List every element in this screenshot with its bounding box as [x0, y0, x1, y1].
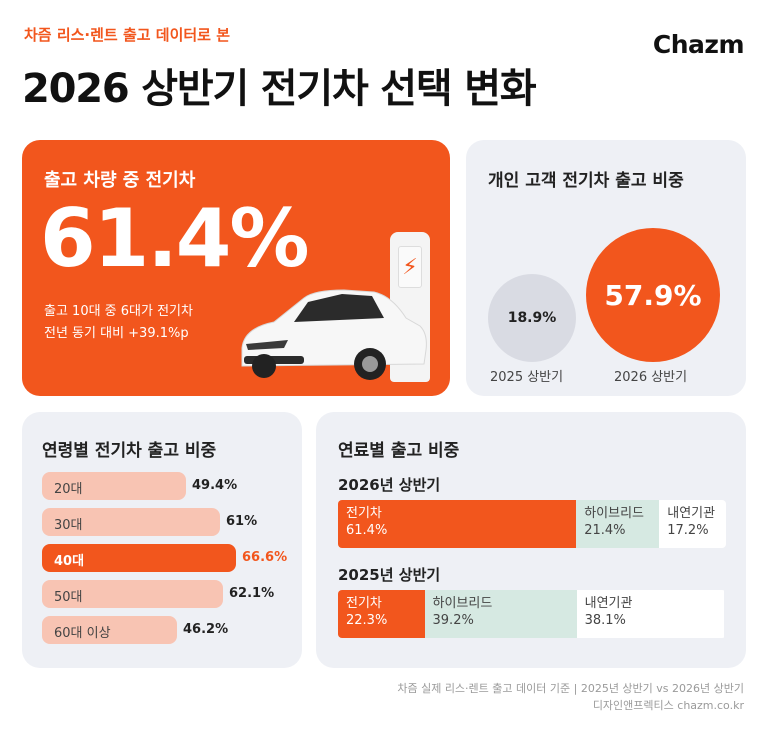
- ev-share-value: 61.4%: [40, 192, 310, 285]
- fuel-share-card: 연료별 출고 비중 2026년 상반기 전기차 61.4% 하이브리드 21.4% 내연…: [316, 412, 746, 668]
- bubble-2025: 18.9%: [488, 274, 576, 362]
- age-row-value: 61%: [226, 514, 258, 529]
- year-2026-label: 2026년 상반기: [338, 476, 441, 494]
- ev-yoy-note: 전년 동기 대비 +39.1%p: [44, 326, 189, 341]
- car-illustration: [241, 289, 427, 380]
- segment-label: 하이브리드: [584, 506, 645, 521]
- age-share-title: 연령별 전기차 출고 비중: [42, 441, 217, 461]
- segment-label: 전기차: [346, 596, 382, 611]
- fuel-bar-2026: 전기차 61.4% 하이브리드 21.4% 내연기관 17.2%: [338, 500, 726, 548]
- footer-source: 차즘 실제 리스·렌트 출고 데이터 기준 | 2025년 상반기 vs 202…: [397, 682, 744, 695]
- bubble-2026: 57.9%: [586, 228, 720, 362]
- fuel-bar-2025: 전기차 22.3% 하이브리드 39.2% 내연기관 38.1%: [338, 590, 726, 638]
- kicker: 차즘 리스·렌트 출고 데이터로 본: [24, 26, 230, 44]
- age-row-value: 46.2%: [183, 622, 229, 637]
- segment-value: 61.4%: [346, 523, 388, 538]
- page-title: 2026 상반기 전기차 선택 변화: [22, 66, 537, 112]
- segment-hybrid: 하이브리드 21.4%: [576, 500, 660, 548]
- segment-label: 전기차: [346, 506, 382, 521]
- age-row-label: 60대 이상: [54, 626, 111, 641]
- segment-value: 39.2%: [432, 613, 474, 628]
- bubble-2025-label: 2025 상반기: [490, 370, 564, 385]
- ev-share-label: 출고 차량 중 전기차: [44, 170, 196, 191]
- personal-share-title: 개인 고객 전기차 출고 비중: [488, 171, 684, 191]
- personal-share-card: 개인 고객 전기차 출고 비중 18.9% 57.9% 2025 상반기 202…: [466, 140, 746, 396]
- age-row-label: 40대: [54, 554, 85, 569]
- age-bar: [42, 544, 236, 572]
- fuel-share-title: 연료별 출고 비중: [338, 441, 460, 461]
- age-row-value: 49.4%: [192, 478, 238, 493]
- age-bar: [42, 580, 223, 608]
- lightning-icon: ⚡: [398, 246, 422, 288]
- segment-ev: 전기차 61.4%: [338, 500, 577, 548]
- segment-label: 하이브리드: [432, 596, 493, 611]
- segment-ice: 내연기관 17.2%: [659, 500, 726, 548]
- age-row-value: 62.1%: [229, 586, 275, 601]
- segment-value: 22.3%: [346, 613, 388, 628]
- brand-logo: Chazm: [652, 30, 745, 59]
- segment-label: 내연기관: [584, 596, 633, 611]
- age-row-value: 66.6%: [242, 550, 288, 565]
- age-bar: [42, 616, 177, 644]
- segment-value: 17.2%: [667, 523, 709, 538]
- year-2025-label: 2025년 상반기: [338, 566, 441, 584]
- segment-value: 38.1%: [584, 613, 626, 628]
- segment-hybrid: 하이브리드 39.2%: [424, 590, 577, 638]
- segment-value: 21.4%: [584, 523, 626, 538]
- footer-credit: 디자인앤프렉티스 chazm.co.kr: [592, 699, 744, 712]
- age-row-label: 30대: [54, 518, 83, 533]
- ev-share-note: 출고 10대 중 6대가 전기차: [44, 304, 193, 319]
- segment-label: 내연기관: [667, 506, 716, 521]
- age-row-label: 50대: [54, 590, 83, 605]
- age-bar: [42, 508, 220, 536]
- bubble-2026-label: 2026 상반기: [614, 370, 688, 385]
- age-bar: [42, 472, 186, 500]
- segment-ice: 내연기관 38.1%: [576, 590, 725, 638]
- age-row-label: 20대: [54, 482, 83, 497]
- ev-share-card: 출고 차량 중 전기차 61.4% 출고 10대 중 6대가 전기차 전년 동기…: [22, 140, 450, 396]
- segment-ev: 전기차 22.3%: [338, 590, 425, 638]
- age-share-card: 연령별 전기차 출고 비중 20대 49.4% 30대 61% 40대 66.6% 50대 6…: [22, 412, 302, 668]
